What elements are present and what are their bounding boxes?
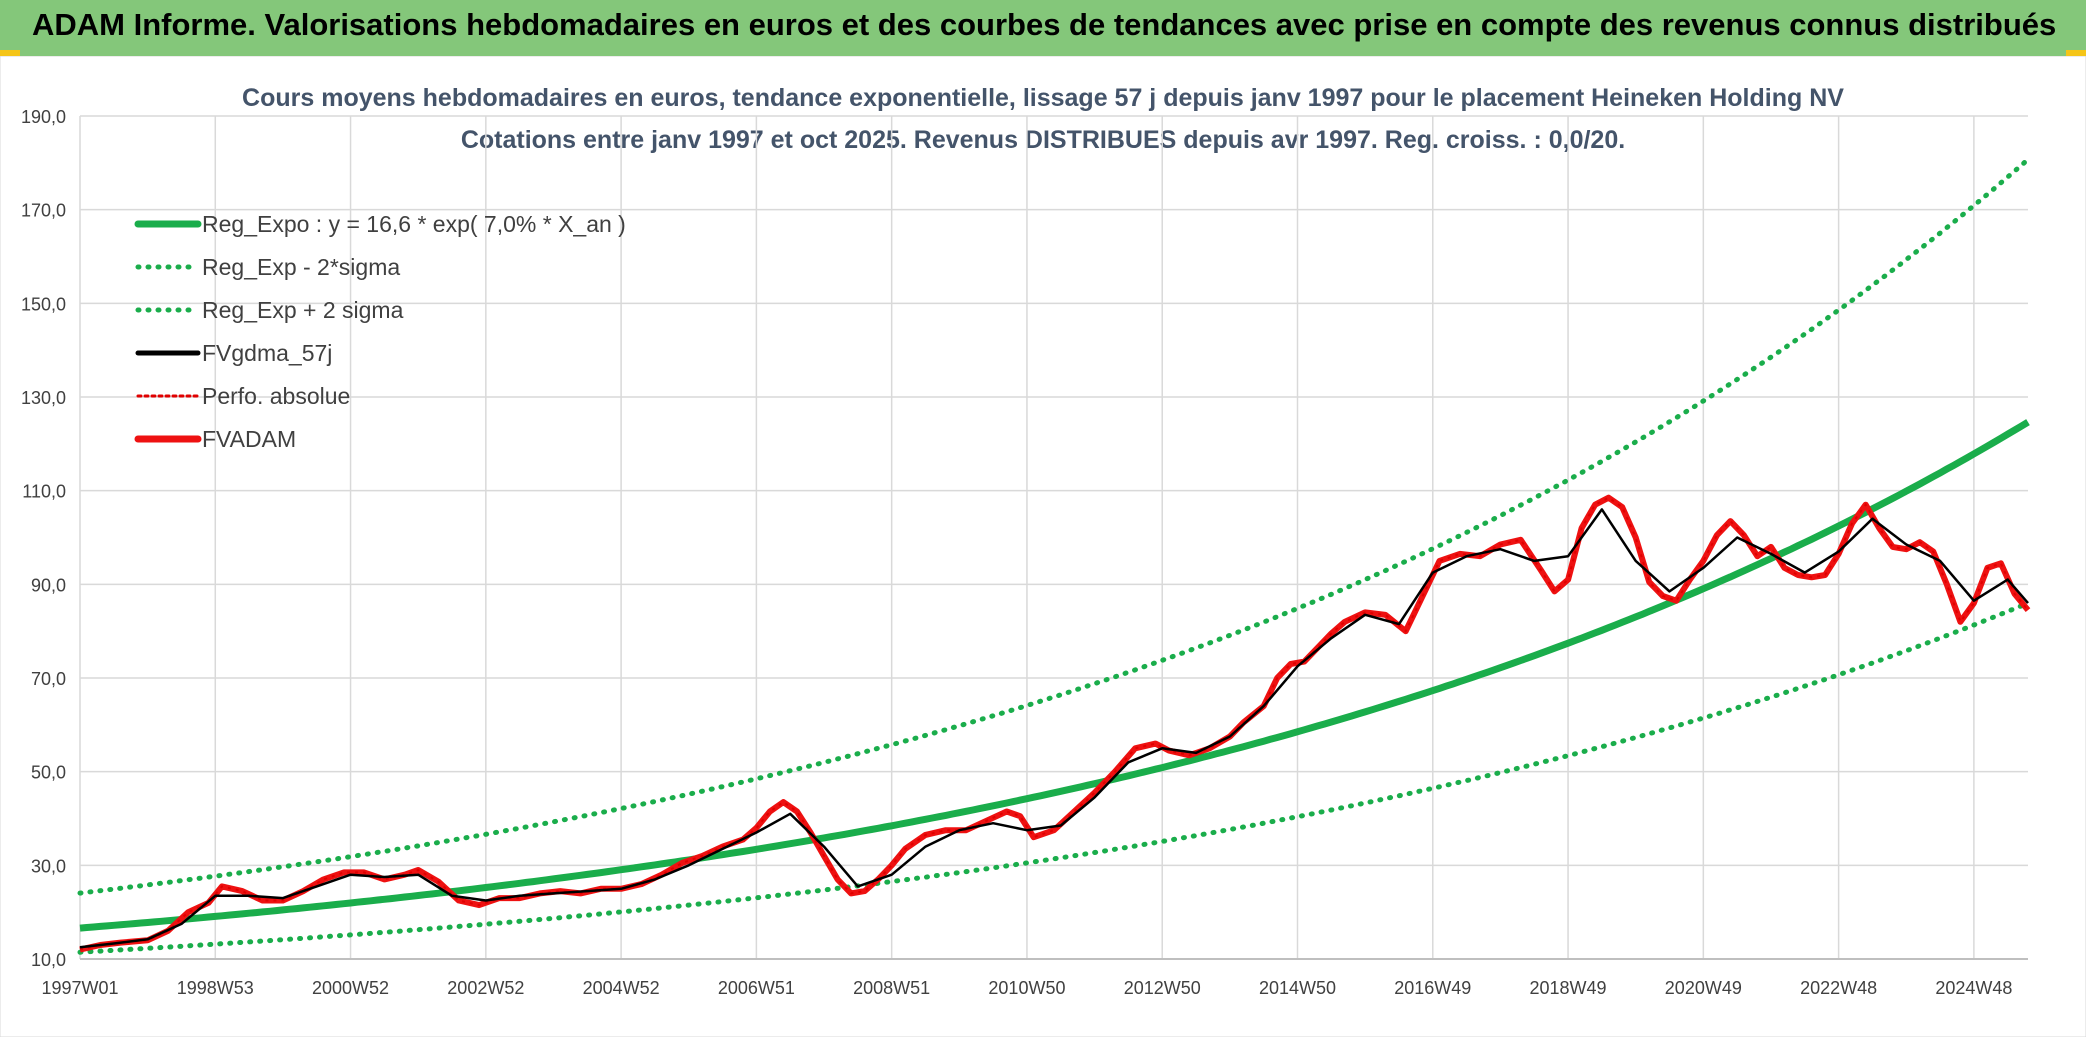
x-tick-label: 2022W48	[1800, 978, 1877, 998]
x-tick-label: 2024W48	[1935, 978, 2012, 998]
y-tick-label: 190,0	[21, 107, 66, 127]
y-tick-label: 50,0	[31, 763, 66, 783]
y-tick-label: 30,0	[31, 856, 66, 876]
x-tick-label: 2014W50	[1259, 978, 1336, 998]
report-title: ADAM Informe. Valorisations hebdomadaire…	[32, 7, 2057, 42]
x-tick-label: 2012W50	[1124, 978, 1201, 998]
x-tick-label: 2010W50	[988, 978, 1065, 998]
legend-label: Reg_Exp + 2 sigma	[202, 297, 404, 323]
fvgdma-57j-line	[79, 508, 2029, 949]
x-tick-label: 2020W49	[1665, 978, 1742, 998]
x-tick-label: 2018W49	[1530, 978, 1607, 998]
y-tick-label: 70,0	[31, 669, 66, 689]
x-tick-label: 2004W52	[583, 978, 660, 998]
chart-area: Cours moyens hebdomadaires en euros, ten…	[0, 55, 2086, 1038]
x-tick-label: 1997W01	[41, 978, 118, 998]
x-tick-label: 2016W49	[1394, 978, 1471, 998]
y-tick-label: 150,0	[21, 294, 66, 314]
x-tick-label: 2002W52	[447, 978, 524, 998]
data-series	[79, 494, 2031, 953]
legend-label: Reg_Expo : y = 16,6 * exp( 7,0% * X_an )	[202, 211, 626, 237]
x-tick-label: 2006W51	[718, 978, 795, 998]
x-tick-label: 2008W51	[853, 978, 930, 998]
y-tick-label: 170,0	[21, 201, 66, 221]
y-tick-label: 130,0	[21, 388, 66, 408]
reg-exp-plus-2sigma-line	[77, 156, 2031, 896]
legend: Reg_Expo : y = 16,6 * exp( 7,0% * X_an )…	[134, 211, 626, 452]
y-tick-label: 90,0	[31, 575, 66, 595]
corner-marker-left	[0, 50, 20, 56]
corner-marker-right	[2066, 50, 2086, 56]
x-tick-label: 1998W53	[177, 978, 254, 998]
report-header: ADAM Informe. Valorisations hebdomadaire…	[0, 0, 2086, 56]
legend-label: FVgdma_57j	[202, 340, 332, 366]
reg-exp-minus-2sigma-line	[77, 600, 2031, 955]
chart-subtitle: Cotations entre janv 1997 et oct 2025. R…	[461, 126, 1625, 154]
valuation-chart: Cours moyens hebdomadaires en euros, ten…	[0, 55, 2086, 1038]
legend-label: Reg_Exp - 2*sigma	[202, 254, 400, 280]
reg-expo-line	[79, 419, 2030, 932]
trend-curves	[77, 156, 2031, 955]
legend-label: FVADAM	[202, 426, 296, 452]
y-axis: 10,0 30,0 50,0 70,0 90,0 110,0 130,0 150,0 170,0…	[21, 107, 66, 970]
legend-label: Perfo. absolue	[202, 383, 350, 409]
x-tick-label: 2000W52	[312, 978, 389, 998]
chart-title: Cours moyens hebdomadaires en euros, ten…	[242, 84, 1844, 112]
x-axis: 1997W01 1998W53 2000W52 2002W52 2004W52 2006W…	[41, 958, 2028, 998]
fvadam-line	[79, 494, 2031, 953]
y-tick-label: 10,0	[31, 950, 66, 970]
y-tick-label: 110,0	[22, 482, 66, 502]
